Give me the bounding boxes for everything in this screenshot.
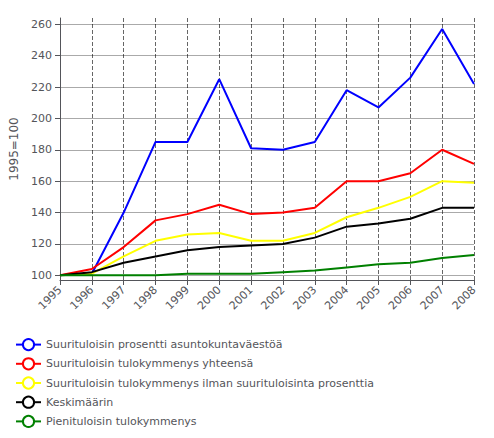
svg-text:2002: 2002 <box>259 283 288 312</box>
svg-text:220: 220 <box>31 81 52 94</box>
svg-text:1998: 1998 <box>131 283 160 312</box>
svg-text:200: 200 <box>31 112 52 125</box>
svg-text:1995=100: 1995=100 <box>7 117 21 181</box>
svg-text:1999: 1999 <box>163 283 192 312</box>
svg-text:2000: 2000 <box>195 283 224 312</box>
svg-text:2007: 2007 <box>418 283 447 312</box>
svg-text:2004: 2004 <box>322 283 351 312</box>
svg-text:1995: 1995 <box>36 283 65 312</box>
svg-text:120: 120 <box>31 237 52 250</box>
svg-text:100: 100 <box>31 269 52 282</box>
svg-text:Suurituloisin prosentti asunto: Suurituloisin prosentti asuntokuntaväest… <box>46 338 283 351</box>
svg-text:240: 240 <box>31 49 52 62</box>
svg-text:2005: 2005 <box>354 283 383 312</box>
svg-text:140: 140 <box>31 206 52 219</box>
svg-text:Suurituloisin tulokymmenys ilm: Suurituloisin tulokymmenys ilman suuritu… <box>46 377 374 390</box>
svg-text:Pienituloisin tulokymmenys: Pienituloisin tulokymmenys <box>46 415 197 428</box>
svg-text:2008: 2008 <box>450 283 479 312</box>
svg-text:Suurituloisin tulokymmenys yht: Suurituloisin tulokymmenys yhteensä <box>46 357 253 370</box>
svg-text:180: 180 <box>31 143 52 156</box>
svg-text:1997: 1997 <box>99 283 128 312</box>
svg-text:2006: 2006 <box>386 283 415 312</box>
svg-text:260: 260 <box>31 18 52 31</box>
svg-text:2003: 2003 <box>290 283 319 312</box>
svg-text:Keskimäärin: Keskimäärin <box>46 396 113 409</box>
svg-text:2001: 2001 <box>227 283 256 312</box>
svg-text:1996: 1996 <box>67 283 96 312</box>
svg-text:160: 160 <box>31 175 52 188</box>
